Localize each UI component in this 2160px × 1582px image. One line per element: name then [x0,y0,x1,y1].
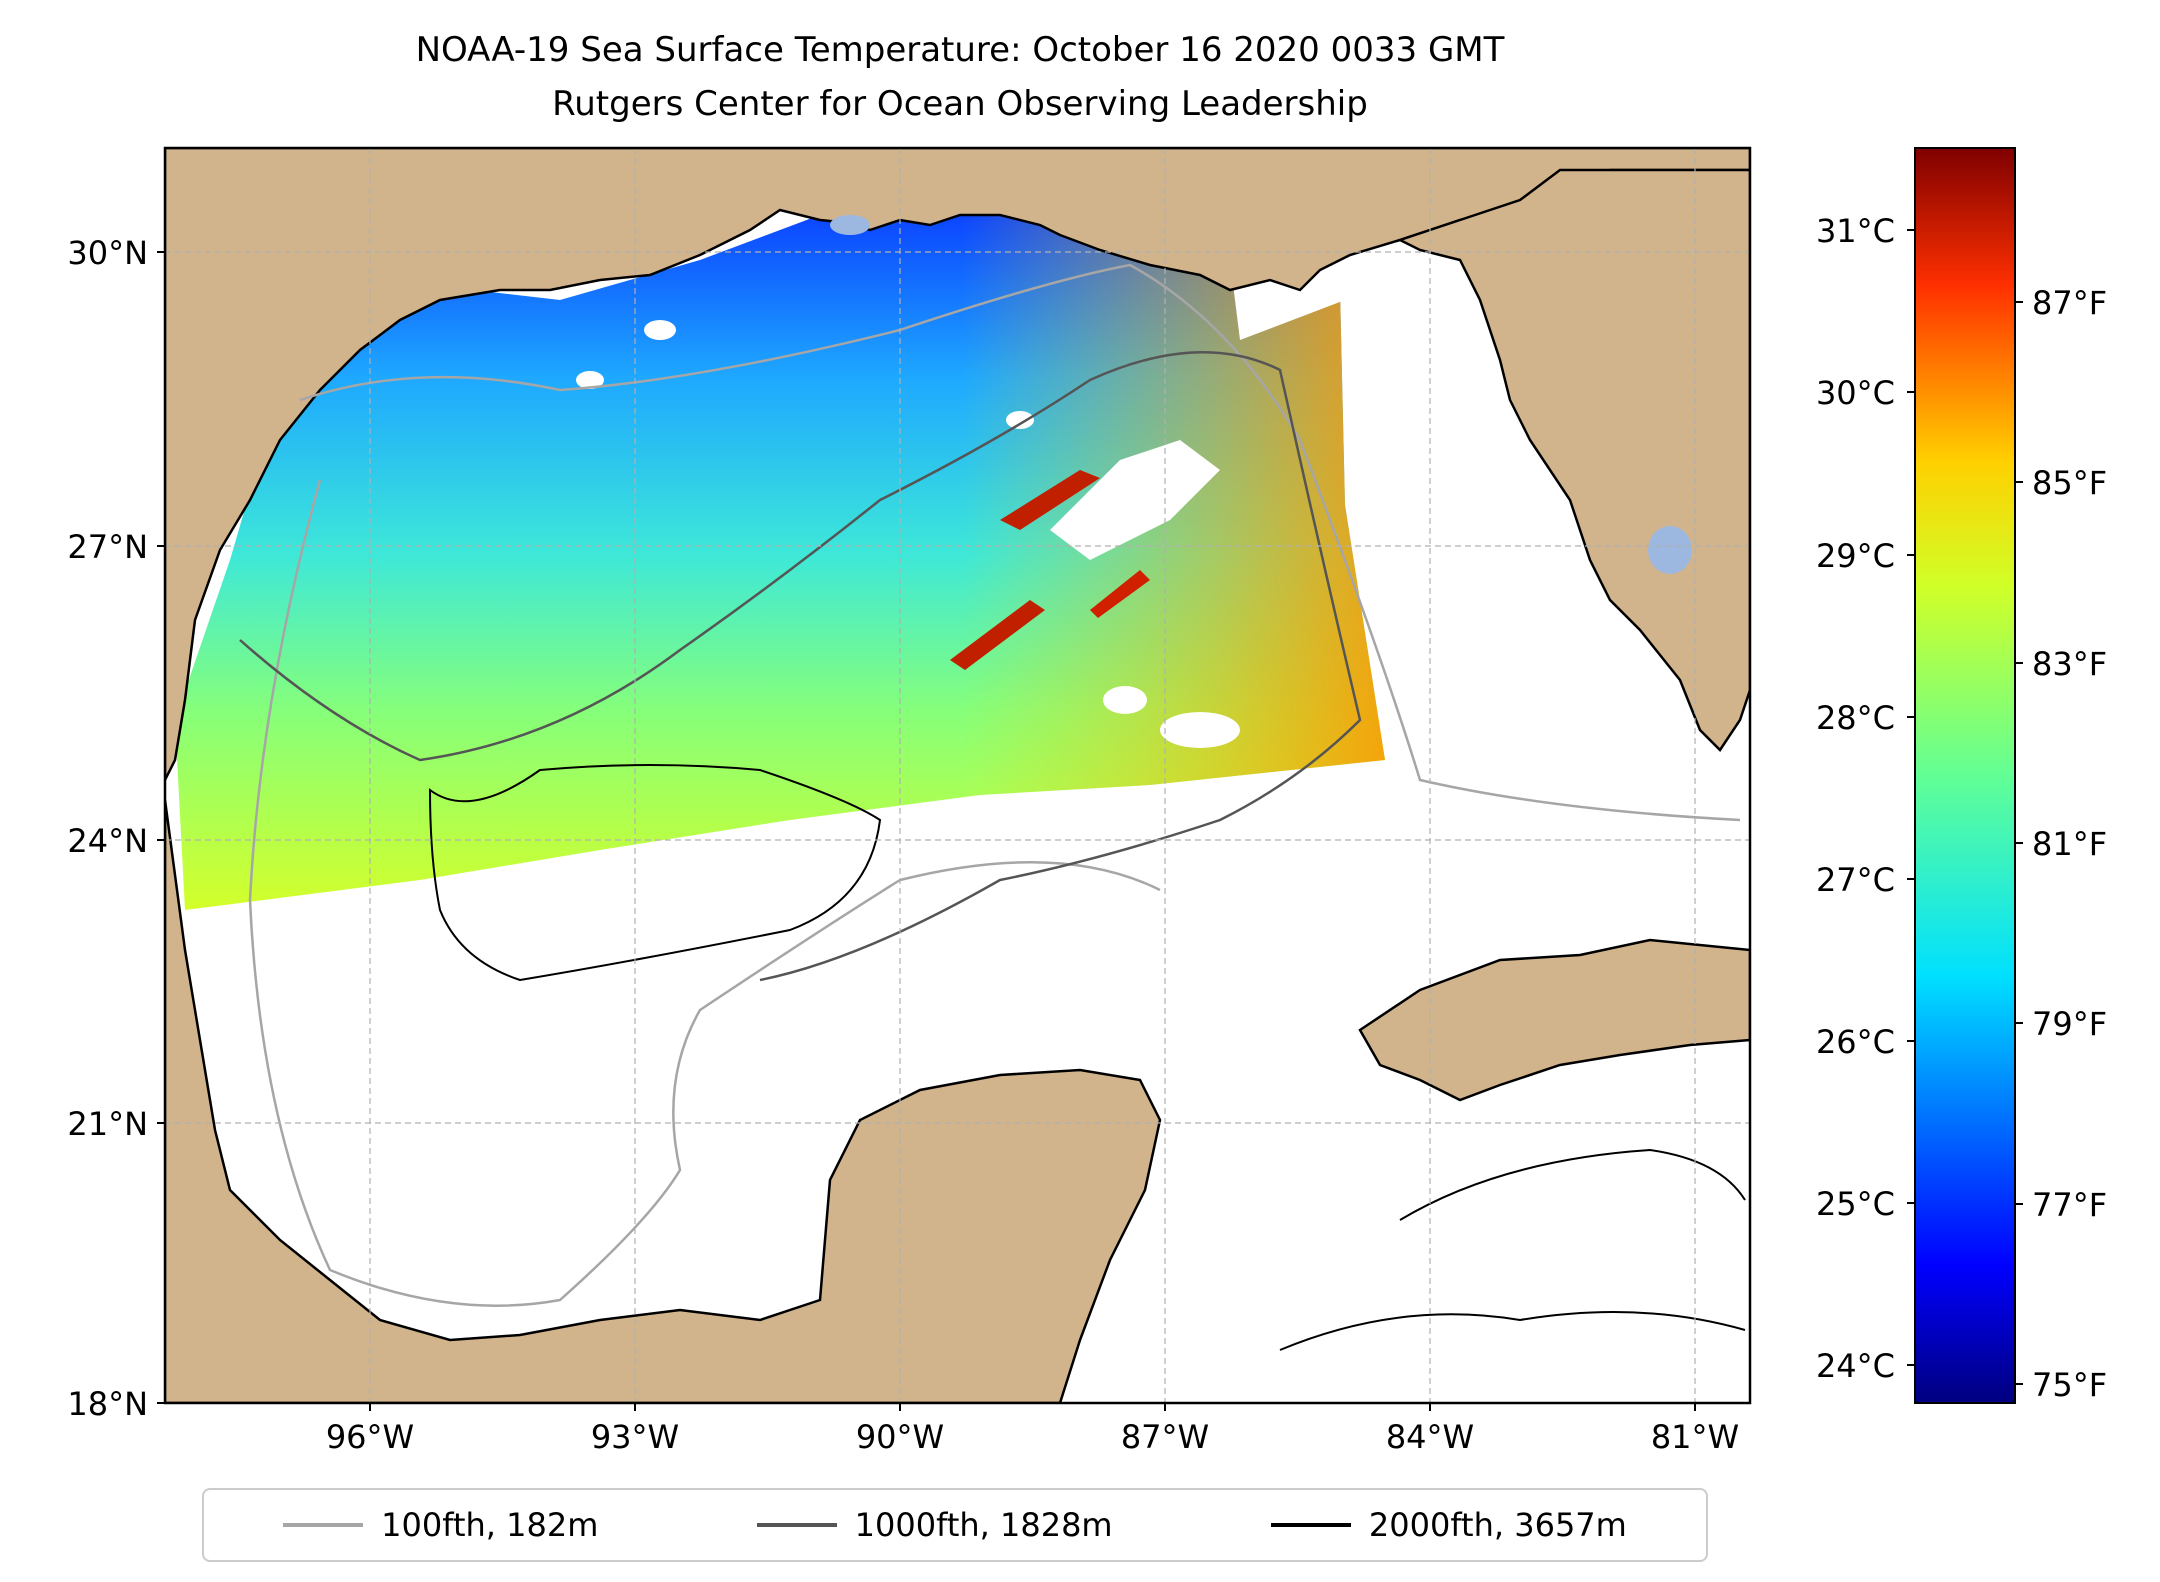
lake-pontchartrain [830,215,870,235]
lon-label-81w: 81°W [1651,1418,1739,1456]
lat-label-18n: 18°N [67,1385,148,1423]
lon-label-87w: 87°W [1121,1418,1209,1456]
land-florida [1396,168,1750,752]
lon-label-96w: 96°W [326,1418,414,1456]
colorbar-f-75: 75°F [2032,1366,2107,1404]
lat-axis [157,251,165,1404]
colorbar-c-25: 25°C [1816,1185,1895,1223]
colorbar-f-81: 81°F [2032,825,2107,863]
legend-swatch-2000fth [1270,1523,1351,1527]
lat-label-21n: 21°N [67,1105,148,1143]
colorbar-c-26: 26°C [1816,1023,1895,1061]
contour-legend: 100fth, 182m 1000fth, 1828m 2000fth, 365… [202,1488,1708,1562]
title-line-1: NOAA-19 Sea Surface Temperature: October… [415,30,1505,70]
legend-swatch-1000fth [756,1523,837,1527]
colorbar-c-30: 30°C [1816,374,1895,412]
colorbar-f-79: 79°F [2032,1005,2107,1043]
lat-label-27n: 27°N [67,528,148,566]
legend-label-100fth: 100fth, 182m [381,1506,599,1544]
lon-label-90w: 90°W [856,1418,944,1456]
legend-item-2000fth: 2000fth, 3657m [1270,1506,1627,1544]
colorbar-f-85: 85°F [2032,464,2107,502]
colorbar-c-28: 28°C [1816,699,1895,737]
colorbar-c-27: 27°C [1816,861,1895,899]
colorbar-celsius-ticks [1907,229,1915,1366]
lon-label-84w: 84°W [1386,1418,1474,1456]
lat-label-24n: 24°N [67,822,148,860]
colorbar-c-29: 29°C [1816,537,1895,575]
contour-100fth [299,263,1741,822]
legend-label-1000fth: 1000fth, 1828m [854,1506,1113,1544]
lat-label-30n: 30°N [67,234,148,272]
contour-1000fth [239,351,1362,982]
colorbar-c-24: 24°C [1816,1347,1895,1385]
lon-axis [369,1403,1696,1411]
colorbar-c-31: 31°C [1816,212,1895,250]
land-cuba [1358,938,1750,1102]
colorbar [1914,147,2016,1404]
graticule [165,148,1750,1403]
contour-caribbean [1279,1148,1746,1351]
colorbar-f-87: 87°F [2032,284,2107,322]
lon-label-93w: 93°W [591,1418,679,1456]
colorbar-f-77: 77°F [2032,1186,2107,1224]
title-line-2: Rutgers Center for Ocean Observing Leade… [552,84,1368,124]
map-frame [163,146,1752,1405]
colorbar-fahrenheit-ticks [2015,301,2023,1385]
land-mexico [165,799,1162,1403]
legend-swatch-100fth [283,1523,364,1527]
land-us-gulf-coast [165,148,1750,781]
legend-label-2000fth: 2000fth, 3657m [1368,1506,1627,1544]
lake-okeechobee [1648,526,1692,574]
contour-100fth-west [248,479,1161,1307]
legend-item-1000fth: 1000fth, 1828m [756,1506,1113,1544]
legend-item-100fth: 100fth, 182m [283,1506,598,1544]
colorbar-f-83: 83°F [2032,645,2107,683]
contour-2000fth [428,764,882,982]
